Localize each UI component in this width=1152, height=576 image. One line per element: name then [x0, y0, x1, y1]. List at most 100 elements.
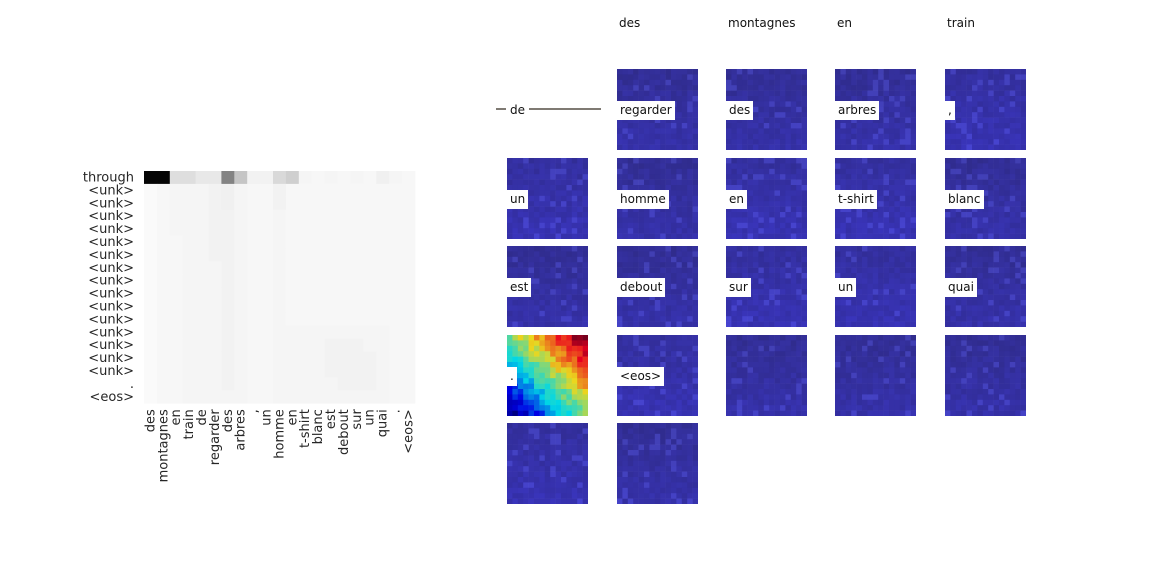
- heatmap-cell: [376, 312, 390, 327]
- heatmap-cell: [337, 209, 351, 223]
- heatmap-cell: [324, 325, 338, 340]
- heatmap-cell: [324, 300, 338, 314]
- heatmap-cell: [376, 287, 390, 301]
- heatmap-y-tick-label: <unk>: [88, 325, 134, 340]
- grid-column-header: des: [619, 16, 641, 30]
- heatmap-cell: [298, 274, 313, 288]
- tile-label: debout: [617, 278, 666, 297]
- heatmap-cell: [350, 222, 364, 236]
- heatmap-cell: [260, 171, 274, 185]
- heatmap-y-tick-label: <unk>: [88, 222, 134, 237]
- tile-label: est: [507, 278, 532, 297]
- heatmap-cell: [285, 235, 300, 249]
- heatmap-cell: [260, 248, 274, 262]
- heatmap-cell: [234, 325, 248, 340]
- heatmap-cell: [363, 287, 377, 301]
- heatmap-cell: [311, 183, 325, 198]
- heatmap-cell: [182, 235, 196, 249]
- heatmap-cell: [221, 209, 235, 223]
- heatmap-cell: [221, 235, 235, 249]
- heatmap-cell: [208, 222, 222, 236]
- heatmap-y-tick-label: <unk>: [88, 209, 134, 224]
- heatmap-cell: [144, 274, 158, 288]
- heatmap-cell: [260, 338, 274, 352]
- tile-label: arbres: [835, 101, 880, 120]
- heatmap-cell: [285, 300, 300, 314]
- heatmap-cell: [221, 274, 235, 288]
- heatmap-cell: [221, 351, 235, 365]
- grid-column-header: montagnes: [728, 16, 796, 30]
- heatmap-cell: [363, 171, 377, 185]
- heatmap-cell: [350, 364, 364, 378]
- heatmap-cell: [221, 248, 235, 262]
- heatmap-cell: [234, 248, 248, 262]
- heatmap-cell: [376, 338, 390, 352]
- heatmap-cell: [169, 183, 184, 198]
- heatmap-cell: [156, 196, 171, 211]
- heatmap-cell: [247, 351, 261, 365]
- heatmap-cell: [311, 338, 325, 352]
- heatmap-cell: [221, 377, 235, 391]
- heatmap-y-tick-label: .: [130, 377, 134, 392]
- heatmap-cell: [298, 209, 313, 223]
- heatmap-cell: [273, 261, 287, 275]
- heatmap-cell: [182, 183, 196, 198]
- heatmap-cell: [285, 390, 300, 404]
- heatmap-cell: [260, 300, 274, 314]
- heatmap-cell: [337, 171, 351, 185]
- heatmap-y-tick-label: <unk>: [88, 235, 134, 250]
- heatmap-cell: [324, 248, 338, 262]
- heatmap-cell: [221, 261, 235, 275]
- heatmap-cell: [273, 222, 287, 236]
- heatmap-y-tick-label: <eos>: [89, 390, 134, 405]
- heatmap-cell: [144, 364, 158, 378]
- heatmap-cell: [144, 287, 158, 301]
- heatmap-cell: [337, 300, 351, 314]
- heatmap-cell: [208, 312, 222, 327]
- heatmap-cell: [195, 235, 209, 249]
- heatmap-cell: [144, 248, 158, 262]
- heatmap-cell: [311, 248, 325, 262]
- attention-tile: [945, 69, 1027, 151]
- heatmap-cell: [285, 222, 300, 236]
- heatmap-cell: [208, 364, 222, 378]
- heatmap-cell: [311, 364, 325, 378]
- heatmap-cell: [156, 183, 171, 198]
- heatmap-cell: [376, 183, 390, 198]
- heatmap-cell: [144, 312, 158, 327]
- heatmap-cell: [376, 209, 390, 223]
- tile-label: des: [726, 101, 754, 120]
- heatmap-x-tick-label: t-shirt: [298, 409, 313, 448]
- heatmap-cell: [234, 390, 248, 404]
- heatmap-cell: [285, 287, 300, 301]
- heatmap-cell: [389, 338, 403, 352]
- heatmap-cell: [402, 390, 416, 404]
- heatmap-cell: [156, 261, 171, 275]
- heatmap-cell: [311, 300, 325, 314]
- heatmap-cell: [350, 171, 364, 185]
- heatmap-cell: [182, 171, 196, 185]
- heatmap-cell: [208, 390, 222, 404]
- heatmap-cell: [195, 364, 209, 378]
- heatmap-cell: [195, 300, 209, 314]
- heatmap-cell: [156, 351, 171, 365]
- heatmap-cell: [324, 377, 338, 391]
- heatmap-cell: [350, 196, 364, 211]
- heatmap-cell: [273, 209, 287, 223]
- heatmap-cell: [169, 274, 184, 288]
- heatmap-cell: [169, 261, 184, 275]
- heatmap-cell: [324, 183, 338, 198]
- heatmap-cell: [337, 338, 351, 352]
- heatmap-cell: [376, 377, 390, 391]
- heatmap-cell: [311, 377, 325, 391]
- attention-tile: [617, 335, 699, 417]
- heatmap-cell: [402, 222, 416, 236]
- heatmap-cell: [298, 287, 313, 301]
- heatmap-y-tick-label: <unk>: [88, 183, 134, 198]
- heatmap-cell: [221, 287, 235, 301]
- heatmap-cell: [363, 325, 377, 340]
- heatmap-cell: [234, 312, 248, 327]
- heatmap-cell: [273, 248, 287, 262]
- heatmap-cell: [350, 338, 364, 352]
